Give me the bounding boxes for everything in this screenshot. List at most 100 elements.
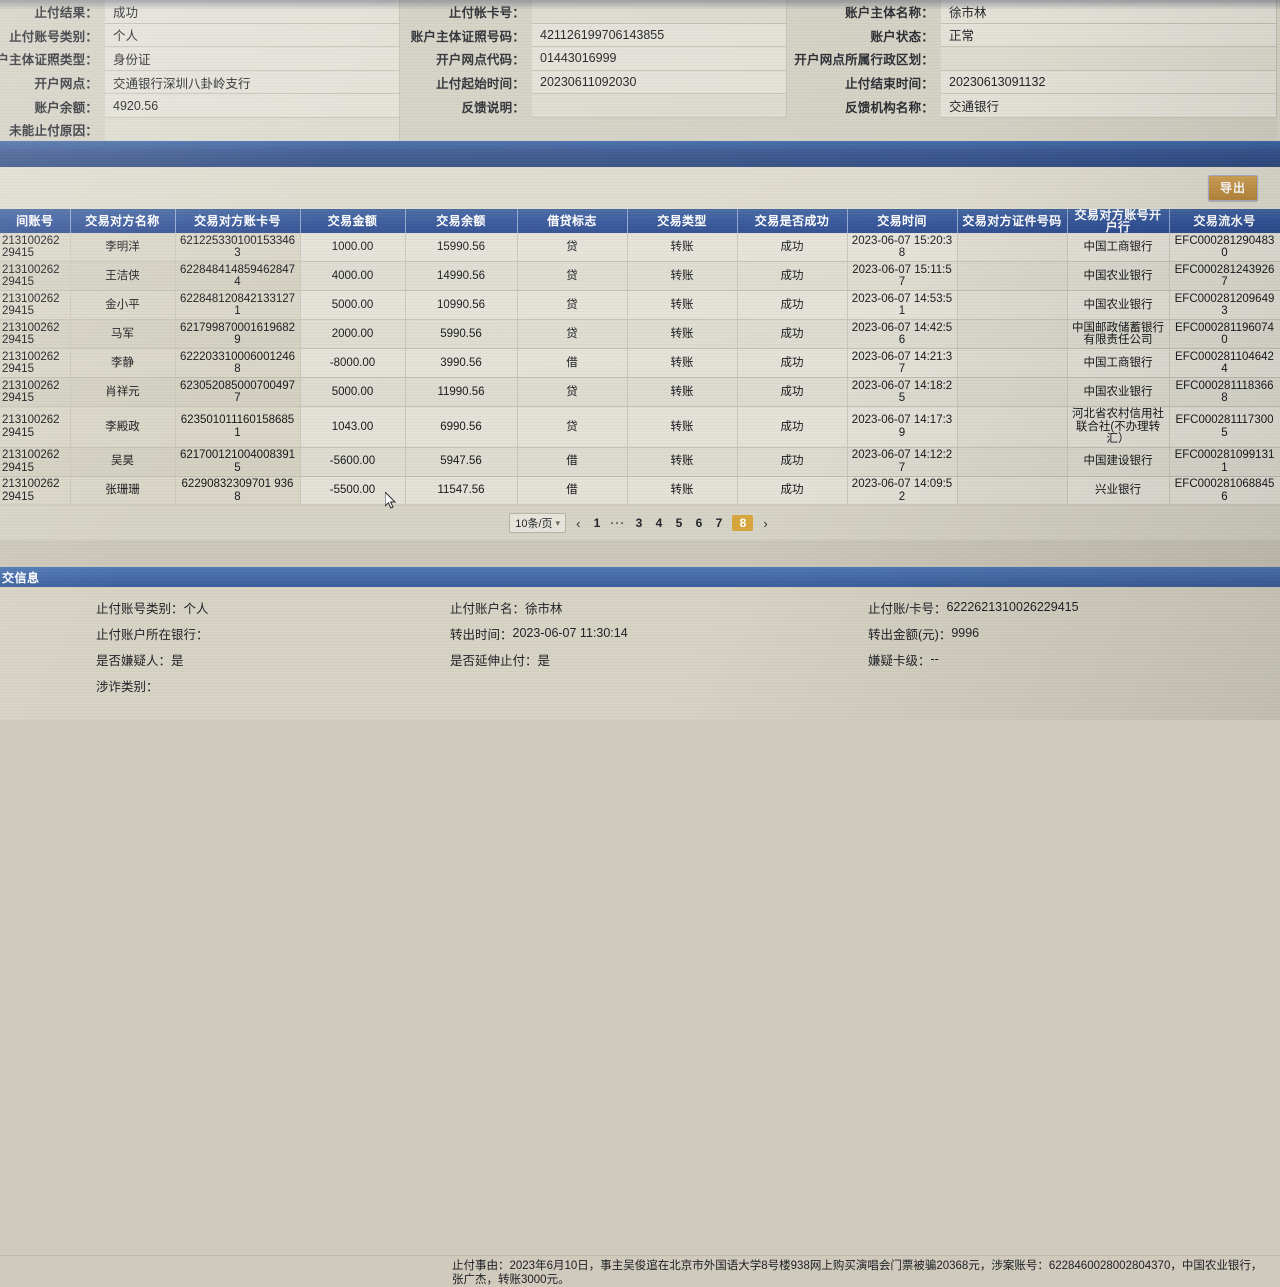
form-value[interactable]: 421126199706143855 [532, 23, 787, 48]
section-divider-banner [0, 141, 1280, 167]
form-column-gap [400, 23, 402, 48]
table-cell: 1000.00 [300, 233, 406, 262]
page-number-button[interactable]: 3 [635, 516, 643, 530]
table-cell: 213100262 29415 [0, 319, 71, 349]
table-cell: EFC0002812439267 [1169, 261, 1280, 291]
table-cell: 10990.56 [405, 290, 518, 320]
info-field-label: 止付账/卡号： [868, 601, 947, 616]
table-cell: 成功 [737, 319, 848, 349]
info-field: 转出金额(元)： 9996 [840, 620, 1280, 646]
form-value[interactable]: 成功 [105, 0, 400, 24]
page-number-button[interactable]: 1 [593, 516, 601, 530]
table-row[interactable]: 213100262 29415 肖祥元 6230520850007004977 500… [0, 377, 1280, 407]
info-field-value: 6222621310026229415 [946, 600, 1079, 614]
column-header[interactable]: 交易对方账卡号 [175, 209, 301, 233]
table-row[interactable]: 213100262 29415 李明洋 6212253301001533463 100… [0, 233, 1280, 262]
column-header[interactable]: 交易流水号 [1169, 209, 1280, 233]
page-number-button[interactable]: 6 [695, 516, 703, 530]
table-cell: 转账 [627, 348, 738, 378]
form-value[interactable] [532, 94, 787, 118]
table-cell: 2023-06-07 14:53:51 [847, 290, 958, 320]
table-cell: 中国工商银行 [1067, 233, 1170, 262]
page-number-button[interactable]: 5 [675, 516, 683, 530]
table-cell: 中国农业银行 [1067, 377, 1170, 407]
transaction-table-head: 间账号 交易对方名称 交易对方账卡号 交易金额 交易余额 借贷标志 交易类型 交易是否成功 交易… [0, 209, 1280, 233]
form-column-gap [400, 94, 402, 118]
info-field-label: 转出金额(元)： [868, 627, 952, 642]
column-header[interactable]: 间账号 [0, 209, 71, 233]
form-label: 账户余额： [0, 94, 105, 118]
stop-payment-detail-form: 止付结果： 成功 止付帐卡号： 账户主体名称： 徐市林 止付账号类别： 个人 账户主体证照号码… [0, 0, 1280, 142]
table-row[interactable]: 213100262 29415 王洁侠 6228484148594628474 400… [0, 261, 1280, 291]
export-button[interactable]: 导出 [1207, 175, 1258, 201]
transaction-table-container[interactable]: 间账号 交易对方名称 交易对方账卡号 交易金额 交易余额 借贷标志 交易类型 交易是否成功 交易… [0, 209, 1280, 504]
table-row[interactable]: 213100262 29415 李静 6222033100060012468 -800… [0, 348, 1280, 378]
table-cell: 6217998700016196829 [175, 319, 301, 349]
form-value[interactable]: 身份证 [105, 47, 400, 71]
form-label: 止付起始时间： [402, 70, 532, 95]
table-cell: EFC0002810991311 [1169, 447, 1280, 477]
table-row[interactable]: 213100262 29415 吴昊 6217001210040083915 -560… [0, 447, 1280, 477]
column-header[interactable]: 交易对方证件号码 [957, 209, 1068, 233]
pagination-bar[interactable]: 10条/页 ▾ ‹ 1 ··· 3 4 5 6 7 8 › [0, 506, 1280, 540]
form-value[interactable] [105, 117, 400, 142]
form-value[interactable]: 交通银行 [941, 94, 1277, 118]
table-cell: 6212253301001533463 [175, 233, 301, 262]
form-value[interactable]: 20230611092030 [532, 70, 787, 95]
table-cell: 河北省农村信用社联合社(不办理转汇） [1067, 406, 1170, 448]
table-row[interactable]: 213100262 29415 金小平 6228481208421331271 500… [0, 290, 1280, 320]
prev-page-button[interactable]: ‹ [576, 515, 581, 531]
form-value[interactable]: 01443016999 [532, 47, 787, 71]
table-cell: 肖祥元 [70, 377, 176, 407]
table-row[interactable]: 213100262 29415 马军 6217998700016196829 2000… [0, 319, 1280, 349]
form-label: 反馈机构名称： [789, 94, 941, 118]
stop-payment-reason-text: 止付事由：2023年6月10日，事主吴俊逭在北京市外国语大学8号楼938网上购买… [452, 1260, 1263, 1286]
page-number-button[interactable]: 4 [655, 516, 663, 530]
column-header[interactable]: 借贷标志 [517, 209, 628, 233]
table-cell: 213100262 29415 [0, 348, 71, 378]
table-cell [957, 377, 1068, 407]
table-row[interactable]: 213100262 29415 李殿政 6235010111601586851 104… [0, 406, 1280, 448]
page-size-selector[interactable]: 10条/页 ▾ [509, 513, 567, 533]
form-value[interactable]: 徐市林 [941, 0, 1277, 24]
column-header[interactable]: 交易时间 [847, 209, 958, 233]
table-cell: 成功 [737, 377, 848, 407]
column-header[interactable]: 交易余额 [405, 209, 518, 233]
table-cell: 5990.56 [405, 319, 518, 349]
form-column-gap [787, 0, 789, 24]
table-row[interactable]: 213100262 29415 张珊珊 62290832309701 9368 -55… [0, 476, 1280, 504]
column-header[interactable]: 交易对方账号开户行 [1067, 209, 1170, 233]
table-cell: EFC0002811173005 [1169, 406, 1280, 448]
table-cell: 4000.00 [300, 261, 406, 291]
table-cell: 213100262 29415 [0, 261, 71, 291]
column-header[interactable]: 交易对方名称 [70, 209, 176, 233]
info-field-label: 止付账户所在银行： [96, 627, 209, 642]
page-number-button[interactable]: 8 [732, 515, 754, 531]
spacer-band [0, 540, 1280, 567]
form-value[interactable]: 正常 [941, 23, 1277, 48]
form-label: 开户网点： [0, 70, 105, 95]
form-value[interactable]: 个人 [105, 23, 400, 48]
table-cell: EFC0002812904830 [1169, 233, 1280, 262]
table-cell: 贷 [517, 290, 628, 320]
table-cell: 成功 [737, 447, 848, 477]
form-value[interactable] [532, 0, 787, 24]
column-header[interactable]: 交易类型 [627, 209, 738, 233]
next-page-button[interactable]: › [763, 515, 768, 531]
table-cell: 15990.56 [405, 233, 518, 262]
form-value[interactable] [941, 47, 1277, 71]
form-value[interactable]: 4920.56 [105, 94, 400, 118]
form-value[interactable]: 20230613091132 [941, 70, 1277, 95]
table-cell: 213100262 29415 [0, 447, 71, 477]
table-cell: 中国工商银行 [1067, 348, 1170, 378]
table-cell: 贷 [517, 319, 628, 349]
table-cell: EFC0002811046424 [1169, 348, 1280, 378]
table-cell: 李殿政 [70, 406, 176, 448]
page-number-button[interactable]: 7 [715, 516, 723, 530]
column-header[interactable]: 交易金额 [300, 209, 406, 233]
table-cell: 贷 [517, 406, 628, 448]
column-header[interactable]: 交易是否成功 [737, 209, 848, 233]
form-value[interactable] [532, 117, 787, 142]
form-value[interactable]: 交通银行深圳八卦岭支行 [105, 70, 400, 95]
form-value[interactable] [941, 117, 1277, 142]
